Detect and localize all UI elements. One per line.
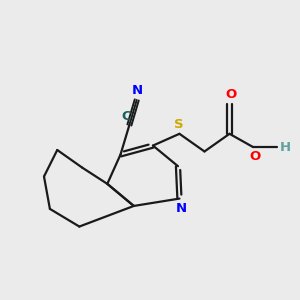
Text: H: H bbox=[280, 141, 291, 154]
Text: N: N bbox=[176, 202, 187, 214]
Text: C: C bbox=[122, 110, 131, 123]
Text: O: O bbox=[249, 150, 260, 163]
Text: S: S bbox=[174, 118, 184, 131]
Text: O: O bbox=[225, 88, 237, 101]
Text: N: N bbox=[132, 84, 143, 97]
